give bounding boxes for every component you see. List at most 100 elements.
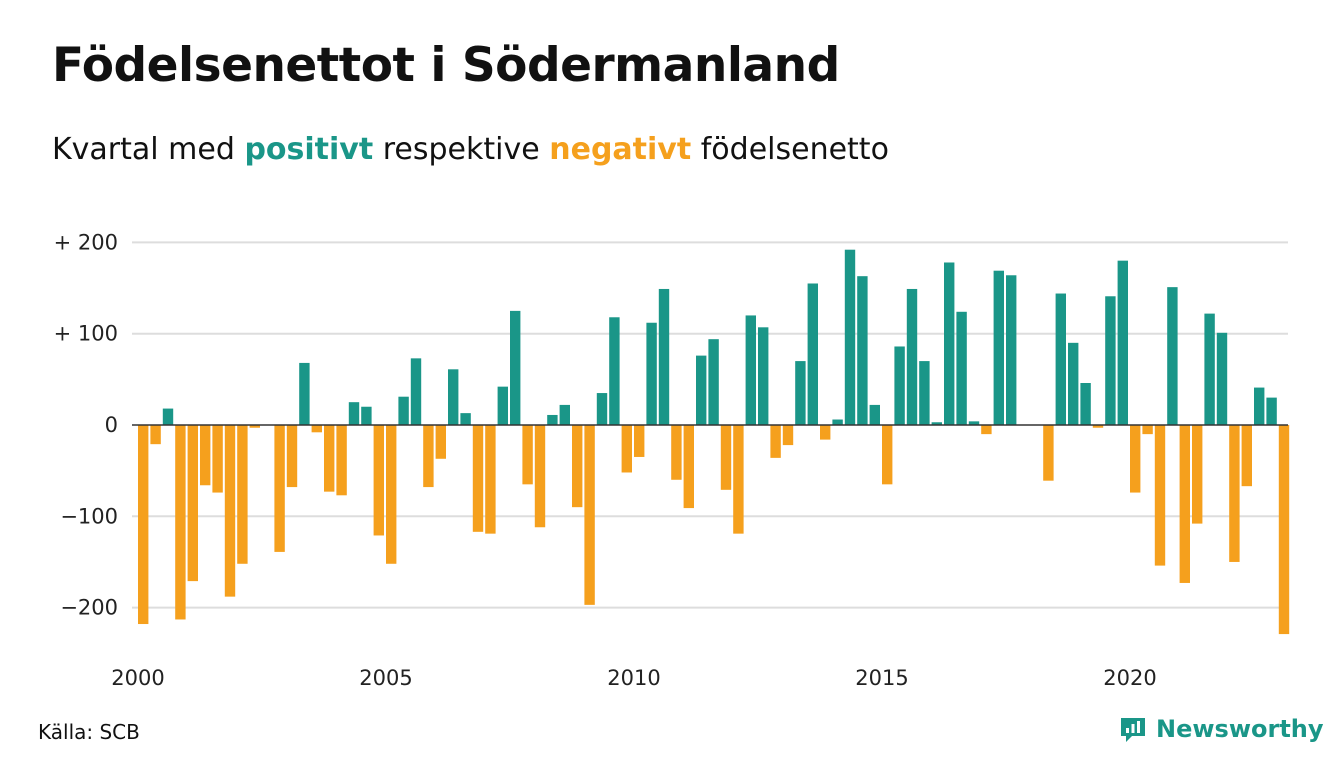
brand-name: Newsworthy [1156, 715, 1324, 743]
bar-2016-k3 [956, 311, 967, 425]
bar-2008-k2 [547, 414, 558, 425]
bar-2000-k1 [138, 425, 149, 625]
bar-2018-k2 [1043, 425, 1054, 481]
bar-2021-k2 [1192, 425, 1203, 524]
bar-2022-k2 [1241, 425, 1252, 487]
subtitle-negative-word: negativt [549, 132, 692, 167]
x-tick-label: 2010 [607, 666, 660, 690]
bar-2012-k4 [770, 425, 781, 458]
bar-2012-k1 [733, 425, 744, 534]
bar-2003-k3 [311, 425, 322, 433]
bar-2021-k1 [1179, 425, 1190, 583]
bar-2011-k3 [708, 339, 719, 425]
bar-2016-k2 [944, 262, 955, 425]
bar-2006-k3 [460, 413, 471, 425]
bar-2002-k4 [274, 425, 285, 552]
bar-2008-k3 [559, 404, 570, 425]
bar-2003-k1 [286, 425, 298, 488]
bar-2014-k4 [869, 404, 880, 425]
bar-2016-k1 [931, 422, 942, 425]
bar-2006-k4 [472, 425, 484, 532]
bar-2014-k3 [857, 276, 868, 425]
bar-2015-k3 [906, 288, 918, 425]
bar-2010-k3 [658, 288, 670, 425]
bar-2011-k1 [683, 425, 694, 509]
bar-2020-k3 [1154, 425, 1166, 566]
bar-2004-k4 [373, 425, 384, 536]
x-tick-label: 2005 [359, 666, 412, 690]
bar-2019-k1 [1080, 383, 1091, 425]
bar-2004-k1 [336, 425, 347, 496]
bar-2003-k4 [324, 425, 335, 492]
bar-2007-k2 [497, 386, 508, 425]
newsworthy-logo-icon [1121, 718, 1145, 742]
brand-logo[interactable]: Newsworthy [1118, 714, 1324, 744]
bar-2013-k2 [795, 361, 806, 425]
bar-2019-k2 [1092, 425, 1104, 428]
x-tick-label: 2020 [1103, 666, 1156, 690]
bar-chart: + 200 + 100 0 −100 −200 2000 2005 2010 2015 2020 [54, 230, 1290, 690]
bar-2002-k2 [249, 425, 260, 428]
bar-2017-k3 [1006, 275, 1017, 425]
chart-subtitle: Kvartal med positivt respektive negativt… [52, 132, 889, 167]
bar-2022-k4 [1266, 397, 1277, 425]
source-note: Källa: SCB [38, 720, 140, 744]
bar-2009-k1 [584, 425, 595, 605]
bar-2000-k2 [150, 425, 161, 445]
bar-2005-k1 [386, 425, 397, 564]
subtitle-suffix: födelsenetto [700, 132, 889, 167]
bar-2011-k4 [720, 425, 732, 490]
bar-2006-k1 [435, 425, 446, 459]
bar-2023-k1 [1278, 425, 1290, 635]
bar-2019-k4 [1117, 260, 1128, 425]
bar-2010-k4 [671, 425, 682, 480]
bar-2015-k2 [894, 346, 905, 425]
bar-2004-k3 [361, 406, 372, 425]
bar-2005-k2 [398, 396, 409, 425]
chart-title: Födelsenettot i Södermanland [52, 38, 840, 93]
bar-2017-k2 [993, 270, 1004, 425]
bar-2006-k2 [448, 369, 459, 425]
y-tick-label: + 100 [54, 322, 118, 346]
bar-2021-k4 [1216, 332, 1228, 425]
bar-2001-k4 [224, 425, 236, 597]
y-tick-label: −200 [60, 596, 118, 620]
bar-2013-k3 [807, 283, 818, 426]
y-axis-ticks: + 200 + 100 0 −100 −200 [54, 230, 118, 619]
bar-2009-k4 [621, 425, 632, 473]
bar-2000-k3 [162, 408, 174, 425]
y-tick-label: + 200 [54, 230, 118, 254]
bar-2009-k2 [596, 393, 608, 426]
y-tick-label: −100 [60, 504, 118, 528]
bar-2007-k4 [522, 425, 533, 485]
bar-2002-k1 [237, 425, 248, 564]
bar-2012-k3 [758, 327, 769, 425]
bar-2009-k3 [609, 317, 620, 425]
bar-2010-k1 [634, 425, 645, 457]
bar-2020-k4 [1167, 287, 1178, 425]
bar-2007-k1 [485, 425, 496, 534]
bar-2014-k2 [844, 249, 856, 425]
bar-2018-k3 [1055, 293, 1066, 425]
bar-2013-k4 [820, 425, 831, 440]
bar-2010-k2 [646, 322, 657, 425]
x-tick-label: 2015 [855, 666, 908, 690]
bar-2013-k1 [782, 425, 794, 446]
bar-2008-k4 [572, 425, 583, 508]
subtitle-positive-word: positivt [244, 132, 374, 167]
y-tick-label: 0 [105, 413, 118, 437]
subtitle-middle: respektive [382, 132, 540, 167]
bar-2001-k3 [212, 425, 223, 493]
bar-2005-k4 [423, 425, 434, 488]
bar-2008-k1 [534, 425, 546, 528]
bar-2014-k1 [832, 419, 843, 425]
bar-2016-k4 [968, 421, 980, 425]
bar-2000-k4 [175, 425, 186, 620]
bar-2001-k1 [187, 425, 198, 582]
bar-2022-k1 [1229, 425, 1240, 562]
bar-2003-k2 [299, 362, 310, 425]
x-axis-ticks: 2000 2005 2010 2015 2020 [111, 666, 1156, 690]
bar-2020-k2 [1142, 425, 1153, 435]
bar-2020-k1 [1130, 425, 1141, 493]
bar-2018-k4 [1068, 342, 1079, 425]
